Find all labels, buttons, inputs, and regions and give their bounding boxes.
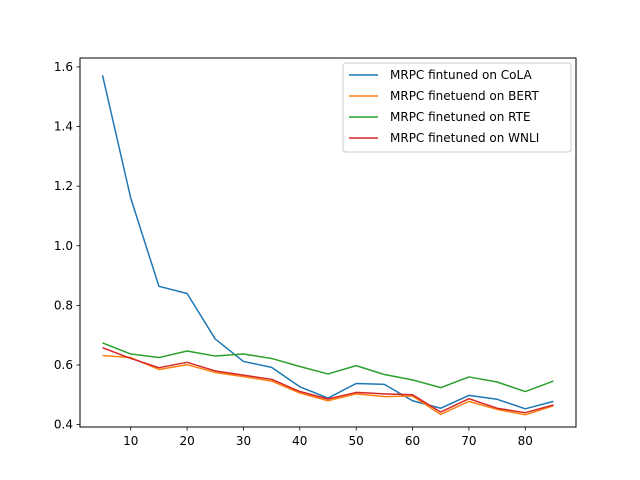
series-line-4	[102, 347, 554, 414]
plot-area	[79, 57, 577, 428]
series-layer	[101, 75, 554, 416]
x-tick-label: 70	[461, 434, 476, 448]
legend-label: MRPC finetuend on BERT	[390, 89, 539, 103]
x-tick-label: 20	[179, 434, 194, 448]
legend-label: MRPC fintuned on CoLA	[390, 68, 532, 82]
x-tick-label: 30	[236, 434, 251, 448]
legend-label: MRPC finetuned on WNLI	[390, 131, 539, 145]
x-tick-label: 50	[349, 434, 364, 448]
x-axis: 10 20 30 40 50 60 70 80	[123, 427, 533, 448]
y-tick-label: 1.6	[54, 60, 73, 74]
x-tick-label: 10	[123, 434, 138, 448]
series-line-2	[102, 354, 554, 416]
legend-box	[342, 62, 572, 153]
legend-label: MRPC finetuned on RTE	[390, 110, 531, 124]
y-axis: 0.4 0.6 0.8 1.0 1.2 1.4 1.6	[54, 60, 80, 432]
series-line-1	[101, 75, 554, 410]
axes-frame	[79, 57, 577, 428]
x-tick-label: 60	[405, 434, 420, 448]
y-tick-label: 0.8	[54, 298, 73, 312]
series-line-3	[102, 342, 554, 393]
legend: MRPC fintuned on CoLA MRPC finetuend on B…	[342, 62, 572, 153]
y-tick-label: 1.0	[54, 239, 73, 253]
y-tick-label: 1.2	[54, 179, 73, 193]
x-tick-label: 80	[518, 434, 533, 448]
y-tick-label: 0.4	[54, 418, 73, 432]
y-tick-label: 1.4	[54, 120, 73, 134]
x-tick-label: 40	[292, 434, 307, 448]
y-tick-label: 0.6	[54, 358, 73, 372]
